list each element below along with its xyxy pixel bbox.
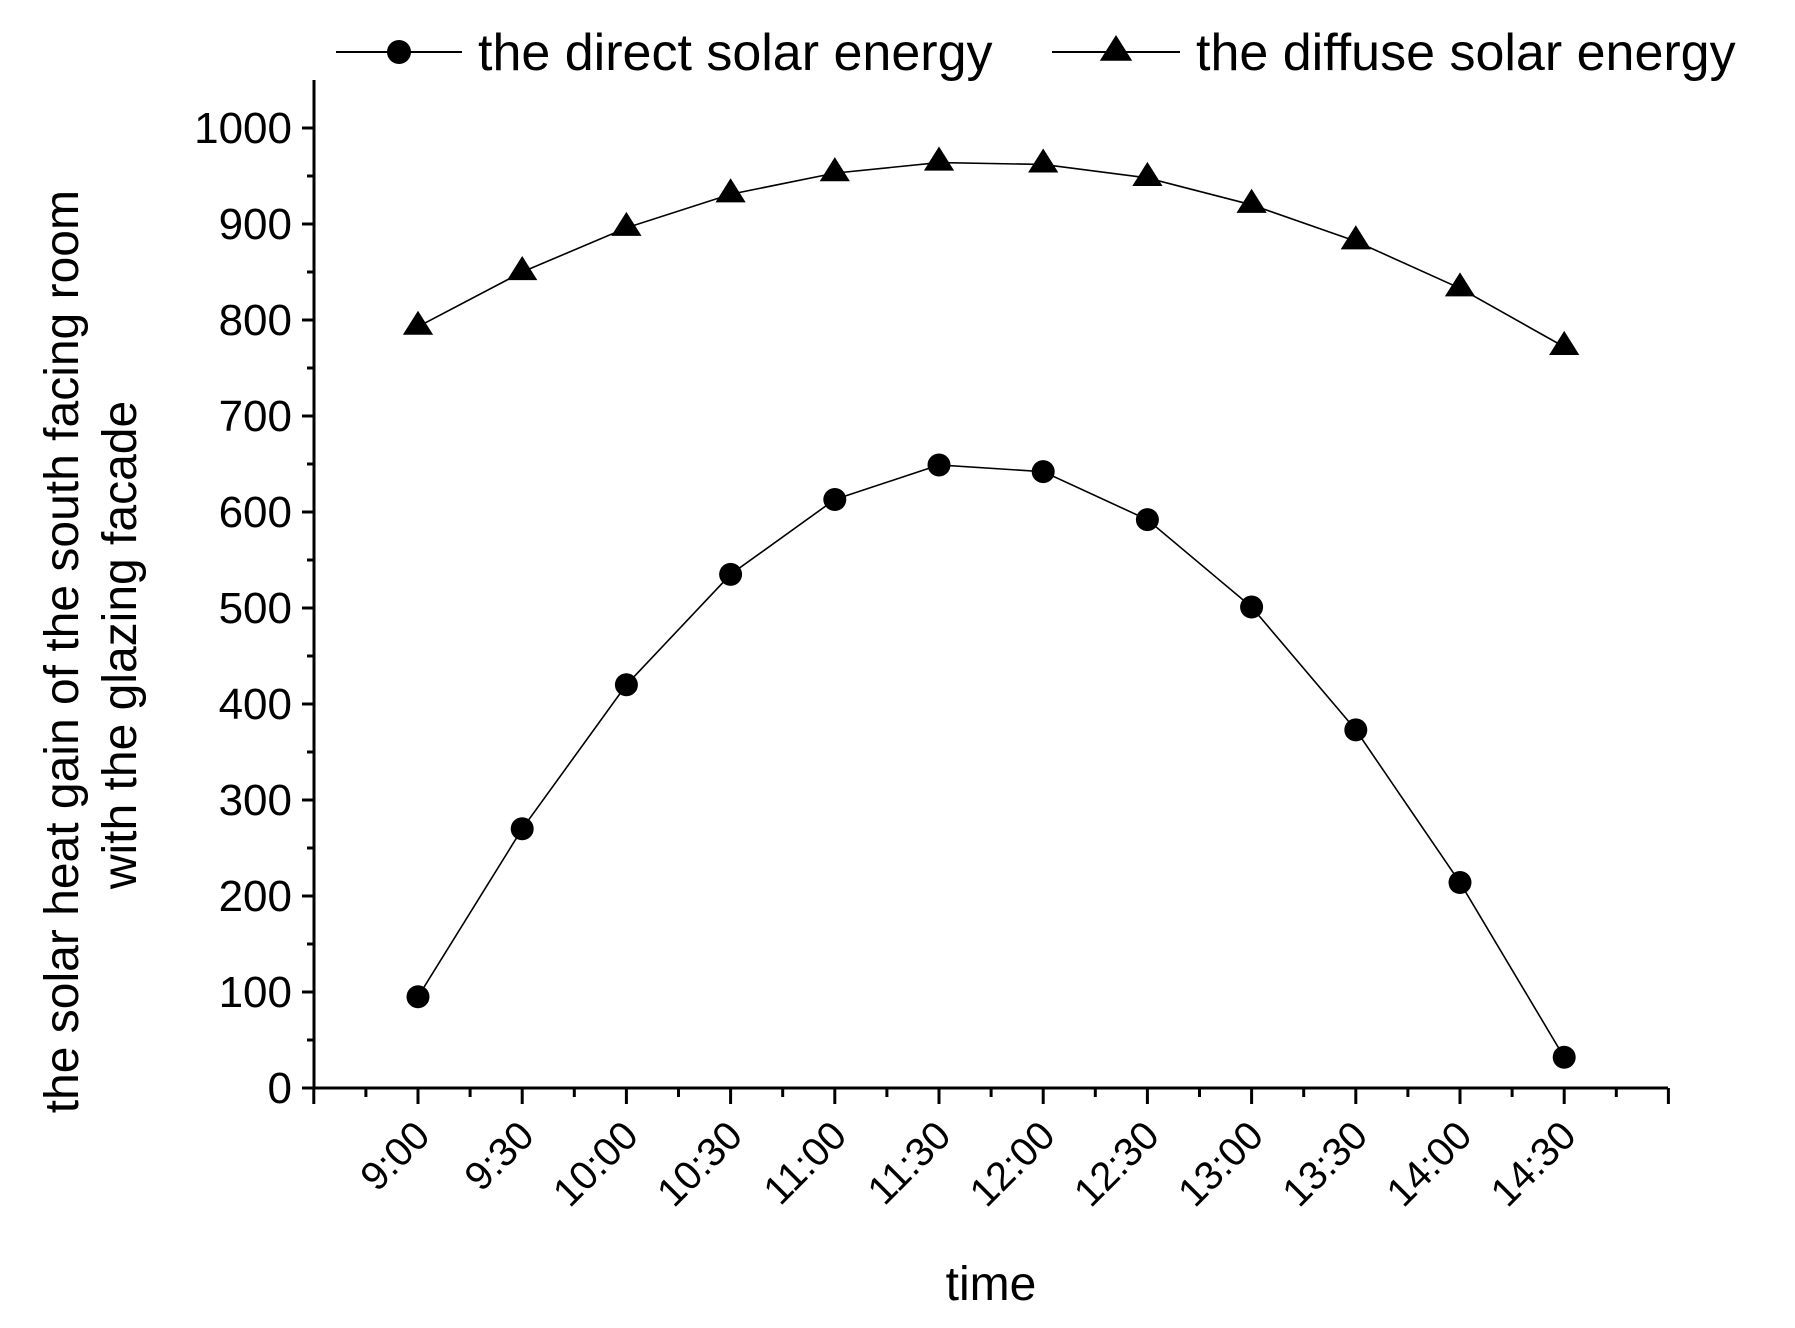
data-point [1344, 718, 1368, 742]
x-tick-label-1100: 11:00 [755, 1113, 855, 1213]
data-point [1135, 508, 1159, 532]
y-tick-label-400: 400 [219, 680, 292, 729]
data-point [1132, 161, 1163, 186]
series-line-2 [417, 161, 1565, 348]
x-tick-label-1230: 12:30 [1066, 1113, 1168, 1215]
x-tick-label-1330: 13:30 [1274, 1113, 1376, 1215]
x-tick-label-900: 9:00 [352, 1113, 438, 1199]
x-tick-label-1130: 11:30 [860, 1113, 960, 1213]
data-point [1549, 330, 1580, 355]
x-tick-label-1430: 14:30 [1483, 1113, 1585, 1215]
x-tick-label-1300: 13:00 [1170, 1113, 1272, 1215]
series-1 [406, 453, 1576, 1069]
legend: the direct solar energy the diffuse solar… [336, 24, 1736, 82]
y-axis-title-line-1: the solar heat gain of the south facing … [36, 190, 89, 1113]
series-line-1 [417, 464, 1565, 1058]
series-2 [402, 146, 1580, 355]
data-point [1444, 272, 1476, 297]
y-ticks: 0 100 200 300 400 500 600 700 800 900 1000 [194, 104, 314, 1113]
data-point [402, 310, 434, 335]
x-tick-label-1400: 14:00 [1378, 1113, 1480, 1215]
x-tick-label-1200: 12:00 [962, 1113, 1064, 1215]
legend-item-2: the diffuse solar energy [1052, 24, 1736, 82]
y-tick-label-600: 600 [219, 488, 292, 537]
x-axis-title: time [946, 1258, 1037, 1311]
x-tick-label-930: 9:30 [456, 1113, 542, 1199]
legend-label-2: the diffuse solar energy [1196, 24, 1736, 82]
data-point [510, 817, 534, 841]
data-point [1448, 871, 1472, 895]
y-tick-label-900: 900 [219, 200, 292, 249]
data-point [715, 178, 746, 203]
axes [312, 80, 1668, 1090]
y-tick-label-500: 500 [219, 584, 292, 633]
y-axis-title-line-2: with the glazing facade [94, 401, 147, 890]
y-tick-label-0: 0 [268, 1064, 292, 1113]
x-tick-label-1000: 10:00 [545, 1113, 647, 1215]
data-point [819, 157, 850, 182]
data-point [1028, 148, 1059, 173]
data-point [507, 256, 538, 281]
data-point [719, 562, 743, 586]
data-point [1236, 188, 1267, 213]
data-point [927, 453, 951, 477]
legend-item-1: the direct solar energy [336, 24, 993, 82]
legend-label-1: the direct solar energy [478, 24, 993, 82]
legend-triangle-marker [1099, 35, 1133, 61]
y-tick-label-700: 700 [219, 392, 292, 441]
x-ticks: 9:00 9:30 10:00 10:30 11:00 11:30 12:00 12:30 13… [312, 1088, 1670, 1215]
y-tick-label-800: 800 [219, 296, 292, 345]
data-point [823, 488, 847, 512]
data-point [923, 146, 955, 171]
data-point [1240, 595, 1264, 619]
y-axis-title: the solar heat gain of the south facing … [36, 177, 147, 1114]
x-tick-label-1030: 10:30 [649, 1113, 751, 1215]
y-tick-label-1000: 1000 [194, 104, 292, 153]
legend-circle-marker [387, 40, 411, 64]
y-tick-label-300: 300 [219, 776, 292, 825]
data-point [611, 211, 642, 236]
data-point [614, 673, 638, 697]
y-tick-label-100: 100 [219, 968, 292, 1017]
y-tick-label-200: 200 [219, 872, 292, 921]
data-point [1031, 460, 1055, 484]
data-point [406, 985, 430, 1009]
series-layer [402, 146, 1580, 1069]
data-point [1552, 1045, 1576, 1069]
data-point [1340, 225, 1371, 250]
